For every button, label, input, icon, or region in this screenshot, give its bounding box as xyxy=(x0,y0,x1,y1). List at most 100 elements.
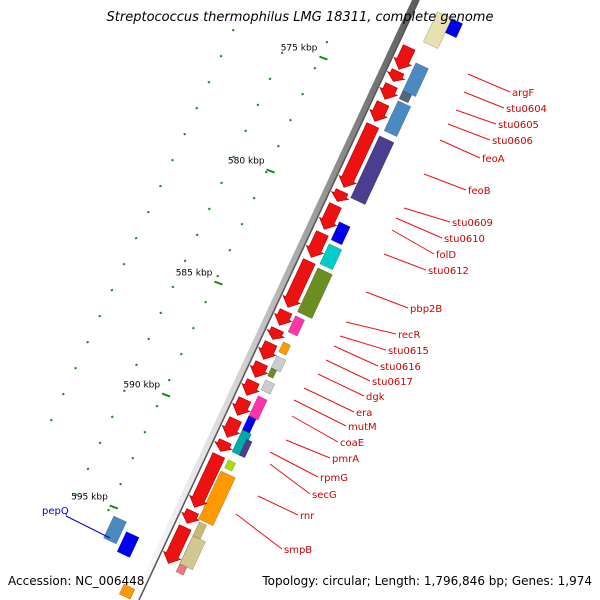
backbone-edge xyxy=(138,0,420,600)
gene-label-stu0615: stu0615 xyxy=(388,346,429,357)
scale-ticks xyxy=(49,28,329,512)
gene-leader-line xyxy=(345,321,397,335)
scale-tick xyxy=(264,170,268,174)
accession-text: Accession: NC_006448 xyxy=(8,574,145,588)
gene-label-stu0612: stu0612 xyxy=(428,266,469,277)
cog-color-block xyxy=(383,100,412,137)
scale-tick xyxy=(219,54,223,58)
gene-label-pmra: pmrA xyxy=(332,454,359,465)
gene-label-pepq: pepQ xyxy=(42,506,69,517)
forward-gene-arrow xyxy=(249,360,269,378)
gene-leader-line xyxy=(257,495,299,516)
cog-color-block xyxy=(423,11,453,49)
major-scale-tick xyxy=(266,168,275,174)
scale-tick xyxy=(146,210,150,214)
gene-label-feob: feoB xyxy=(468,186,491,197)
scale-tick xyxy=(191,326,195,330)
major-scale-tick xyxy=(161,392,171,398)
scale-tick xyxy=(244,129,248,133)
scale-tick xyxy=(301,92,305,96)
gene-leader-line xyxy=(339,335,387,351)
gene-label-rnr: rnr xyxy=(300,511,315,522)
forward-gene-arrow xyxy=(386,68,406,82)
scale-labels: 575 kbp 580 kbp 585 kbp 590 kbp 595 kbp xyxy=(71,44,328,510)
scale-tick xyxy=(228,248,232,252)
gene-label-coae: coaE xyxy=(340,438,364,449)
cog-color-block xyxy=(297,267,333,319)
cog-color-block xyxy=(224,459,236,472)
scale-tick xyxy=(143,430,147,434)
scale-tick xyxy=(167,378,171,382)
gene-leader-line xyxy=(269,451,319,478)
forward-gene-arrow xyxy=(318,202,342,230)
gene-label-dgk: dgk xyxy=(366,392,385,403)
scale-tick xyxy=(122,262,126,266)
scale-tick xyxy=(158,184,162,188)
scale-tick xyxy=(325,40,329,44)
cog-color-block xyxy=(267,367,278,379)
forward-gene-arrow xyxy=(221,416,242,438)
gene-leader-line xyxy=(391,229,435,255)
gene-label-stu0617: stu0617 xyxy=(372,377,413,388)
genome-title: Streptococcus thermophilus LMG 18311, co… xyxy=(106,10,494,25)
scale-tick xyxy=(183,132,187,136)
scale-tick xyxy=(107,508,110,512)
scale-tick xyxy=(74,366,77,370)
cog-color-block xyxy=(248,395,268,421)
backbone-band xyxy=(132,0,419,600)
scale-tick xyxy=(195,233,199,237)
scale-tick xyxy=(159,311,163,315)
gene-leader-line xyxy=(455,109,497,125)
gene-label-stu0604: stu0604 xyxy=(506,104,547,115)
scale-tick xyxy=(131,456,135,460)
scale-tick xyxy=(220,181,223,185)
scale-label: 580 kbp xyxy=(228,157,265,167)
genome-backbone xyxy=(132,0,420,600)
gene-leader-line xyxy=(439,139,481,159)
forward-gene-arrow xyxy=(379,82,399,100)
cog-color-block xyxy=(231,429,252,457)
cog-color-block xyxy=(287,315,305,337)
scale-tick xyxy=(179,352,183,356)
major-scale-tick xyxy=(109,504,119,510)
forward-gene-arrow xyxy=(189,452,226,508)
gene-leader-line xyxy=(269,463,311,495)
forward-gene-arrow xyxy=(305,230,329,258)
scale-tick xyxy=(119,482,123,486)
cog-color-block xyxy=(192,521,207,540)
forward-gene-arrow xyxy=(338,122,380,188)
gene-leader-line xyxy=(293,399,347,427)
gene-leader-line xyxy=(333,345,379,367)
scale-label: 590 kbp xyxy=(123,381,160,391)
gene-leader-line xyxy=(285,439,331,459)
scale-tick xyxy=(232,155,236,159)
scale-tick xyxy=(110,288,114,292)
forward-gene-arrow xyxy=(330,188,350,202)
gene-leader-line xyxy=(395,217,443,239)
scale-tick xyxy=(204,300,208,304)
scale-tick xyxy=(313,66,317,70)
cog-color-block xyxy=(398,90,413,104)
cog-color-block xyxy=(444,18,464,39)
forward-genes xyxy=(162,44,416,564)
scale-label: 595 kbp xyxy=(71,493,108,503)
scale-tick xyxy=(280,51,284,55)
forward-gene-arrow xyxy=(393,44,416,70)
scale-tick xyxy=(98,314,102,318)
scale-tick xyxy=(86,467,90,471)
gene-label-secg: secG xyxy=(312,490,337,501)
scale-tick xyxy=(207,80,211,84)
scale-label: 575 kbp xyxy=(281,44,318,54)
cog-color-block xyxy=(238,438,253,459)
cog-color-block xyxy=(260,379,276,395)
cog-color-block xyxy=(116,531,140,558)
forward-gene-arrow xyxy=(214,438,234,452)
forward-gene-arrow xyxy=(181,508,200,524)
scale-tick xyxy=(276,144,280,148)
scale-tick xyxy=(207,207,211,211)
forward-gene-arrow xyxy=(274,308,293,326)
scale-tick xyxy=(135,363,138,367)
gene-label-stu0610: stu0610 xyxy=(444,234,485,245)
gene-label-stu0609: stu0609 xyxy=(452,218,493,229)
scale-tick xyxy=(240,222,244,226)
